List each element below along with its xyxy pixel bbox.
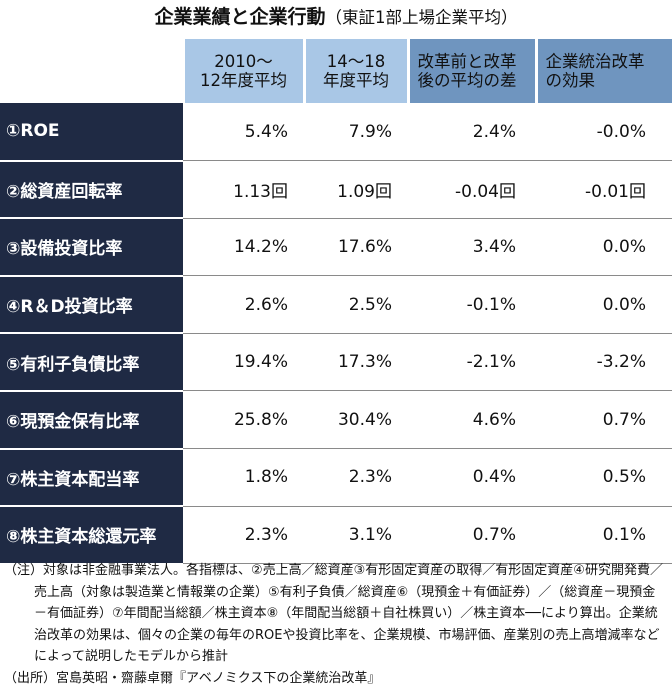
table-row: ⑦株主資本配当率 1.8% 2.3% 0.4% 0.5% (0, 448, 672, 508)
table-row: ⑤有利子負債比率 19.4% 17.3% -2.1% -3.2% (0, 333, 672, 392)
note-text: （注）対象は非金融事業法人。各指標は、②売上高／総資産③有形固定資産の取得／有形… (4, 563, 663, 664)
footnotes: （注）対象は非金融事業法人。各指標は、②売上高／総資産③有形固定資産の取得／有形… (4, 560, 668, 689)
cell-value: 3.4% (408, 218, 536, 277)
row-label: ④R＆D投資比率 (0, 275, 183, 335)
table-row: ④R＆D投資比率 2.6% 2.5% -0.1% 0.0% (0, 275, 672, 335)
data-table: 2010〜 12年度平均 14〜18 年度平均 改革前と改革 後の平均の差 企業… (0, 39, 672, 565)
cell-value: 4.6% (408, 390, 536, 450)
header-corner (0, 39, 183, 103)
cell-value: 7.9% (304, 103, 408, 162)
table-row: ②総資産回転率 1.13回 1.09回 -0.04回 -0.01回 (0, 160, 672, 220)
cell-value: 5.4% (183, 103, 304, 162)
column-header-difference: 改革前と改革 後の平均の差 (406, 39, 536, 103)
cell-value: 1.09回 (304, 160, 408, 219)
row-label: ②総資産回転率 (0, 160, 183, 220)
cell-value: 0.7% (408, 506, 536, 565)
header-row: 2010〜 12年度平均 14〜18 年度平均 改革前と改革 後の平均の差 企業… (0, 39, 672, 103)
table-row: ③設備投資比率 14.2% 17.6% 3.4% 0.0% (0, 218, 672, 277)
column-header-2010-12: 2010〜 12年度平均 (181, 39, 304, 103)
column-header-14-18: 14〜18 年度平均 (302, 39, 408, 103)
cell-value: 17.3% (304, 333, 408, 392)
row-label: ⑧株主資本総還元率 (0, 506, 183, 565)
cell-value: -0.01回 (536, 160, 672, 219)
title-main: 企業業績と企業行動 (154, 6, 326, 28)
cell-value: 0.5% (536, 448, 672, 507)
cell-value: 2.3% (304, 448, 408, 507)
cell-value: 30.4% (304, 390, 408, 450)
table-row: ⑧株主資本総還元率 2.3% 3.1% 0.7% 0.1% (0, 506, 672, 565)
cell-value: 2.5% (304, 275, 408, 334)
source-text: （出所）宮島英昭・齋藤卓爾『アベノミクス下の企業統治改革』 (4, 670, 381, 686)
table-title: 企業業績と企業行動（東証1部上場企業平均） (0, 4, 672, 31)
row-label: ⑤有利子負債比率 (0, 333, 183, 392)
cell-value: -0.1% (408, 275, 536, 334)
cell-value: 0.1% (536, 506, 672, 565)
cell-value: -2.1% (408, 333, 536, 392)
cell-value: 2.3% (183, 506, 304, 565)
cell-value: 14.2% (183, 218, 304, 277)
table-row: ⑥現預金保有比率 25.8% 30.4% 4.6% 0.7% (0, 390, 672, 450)
row-label: ⑦株主資本配当率 (0, 448, 183, 508)
column-header-governance-effect: 企業統治改革 の効果 (534, 39, 672, 103)
cell-value: 0.7% (536, 390, 672, 450)
row-label: ⑥現預金保有比率 (0, 390, 183, 450)
cell-value: -0.04回 (408, 160, 536, 219)
table-row: ①ROE 5.4% 7.9% 2.4% -0.0% (0, 103, 672, 162)
cell-value: 17.6% (304, 218, 408, 277)
cell-value: 0.0% (536, 275, 672, 334)
cell-value: 0.4% (408, 448, 536, 507)
cell-value: 1.13回 (183, 160, 304, 219)
cell-value: 2.4% (408, 103, 536, 162)
cell-value: 1.8% (183, 448, 304, 507)
cell-value: 2.6% (183, 275, 304, 334)
cell-value: 0.0% (536, 218, 672, 277)
cell-value: 3.1% (304, 506, 408, 565)
row-label: ③設備投資比率 (0, 218, 183, 277)
cell-value: 19.4% (183, 333, 304, 392)
cell-value: -3.2% (536, 333, 672, 392)
cell-value: 25.8% (183, 390, 304, 450)
row-label: ①ROE (0, 103, 183, 162)
title-sub: （東証1部上場企業平均） (325, 8, 518, 27)
cell-value: -0.0% (536, 103, 672, 162)
